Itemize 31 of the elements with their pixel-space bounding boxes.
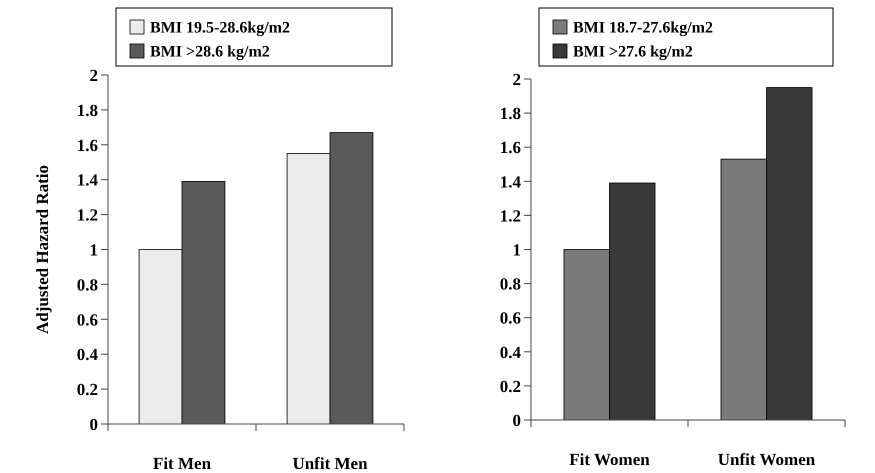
legend-label: BMI >27.6 kg/m2	[573, 44, 693, 61]
y-tick-label: 0	[512, 410, 521, 430]
y-tick-label: 2	[90, 66, 98, 85]
y-tick-label: 1.8	[500, 104, 521, 124]
y-tick-label: 0.4	[500, 342, 522, 362]
legend-label: BMI 19.5-28.6kg/m2	[150, 20, 290, 37]
y-tick-label: 0	[90, 414, 98, 434]
y-tick-label: 0.4	[76, 345, 98, 364]
y-tick-label: 1.8	[76, 100, 98, 120]
y-tick-label: 1.4	[76, 170, 98, 190]
y-tick-label: 0.6	[500, 308, 521, 328]
x-tick-label: Fit Women	[569, 450, 650, 469]
y-tick-label: 0.8	[500, 274, 521, 294]
y-tick-label: 1.2	[500, 206, 521, 226]
legend-label: BMI >28.6 kg/m2	[150, 44, 270, 61]
y-tick-label: 1.6	[76, 136, 98, 155]
y-tick-label: 2	[512, 70, 521, 89]
y-tick-label: 1	[90, 240, 98, 260]
y-axis-title: Adjusted Hazard Ratio	[33, 164, 52, 334]
y-tick-label: 1.6	[500, 138, 521, 158]
legend-label: BMI 18.7-27.6kg/m2	[573, 20, 713, 37]
y-tick-label: 0.2	[500, 376, 521, 396]
y-tick-label: 1.2	[76, 206, 98, 225]
y-tick-label: 0.2	[76, 380, 98, 400]
x-tick-label: Unfit Women	[718, 450, 816, 469]
x-tick-label: Unfit Men	[292, 454, 368, 473]
y-tick-label: 1	[512, 240, 521, 260]
y-tick-label: 0.6	[76, 310, 98, 330]
y-tick-label: 0.8	[76, 275, 98, 294]
y-tick-label: 1.4	[500, 172, 522, 192]
x-tick-label: Fit Men	[152, 454, 212, 473]
